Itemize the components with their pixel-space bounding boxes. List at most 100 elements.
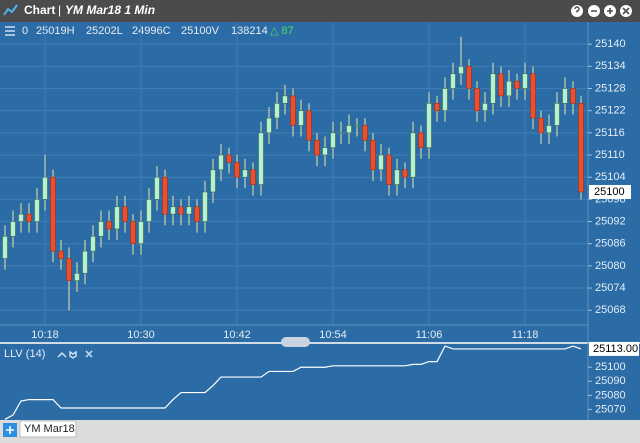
y-tick-label: 25070 xyxy=(595,403,626,415)
candle-body xyxy=(322,147,328,156)
app-icon xyxy=(3,4,18,16)
quote-item: 0 xyxy=(22,25,28,37)
candle-body xyxy=(426,102,432,148)
candle-body xyxy=(186,206,192,215)
candle-body xyxy=(210,169,216,193)
candle-body xyxy=(74,272,80,281)
last-value-box xyxy=(589,341,639,356)
candle-body xyxy=(66,258,72,281)
y-tick-label: 25116 xyxy=(595,127,625,139)
indicator-controls[interactable] xyxy=(57,350,93,359)
candle-body xyxy=(402,169,408,178)
candle-body xyxy=(258,132,264,185)
title-separator: | xyxy=(58,3,61,17)
y-tick-label: 25080 xyxy=(595,260,626,272)
candle-body xyxy=(2,236,8,259)
y-tick-label: 25110 xyxy=(595,149,625,161)
candle-body xyxy=(434,102,440,111)
window-title: Chart xyxy=(24,3,55,17)
candle-body xyxy=(338,132,344,135)
y-tick-label: 25128 xyxy=(595,82,626,94)
symbol-tab-label: YM Mar18 xyxy=(24,423,75,435)
quote-bar: 0 25019H 25202L 24996C 25100V 138214 △ 87 xyxy=(22,25,294,37)
candle-body xyxy=(386,154,392,185)
candle-body xyxy=(202,191,208,222)
last-price-label: 25100 xyxy=(594,186,625,198)
title-bar xyxy=(0,0,640,22)
y-tick-label: 25140 xyxy=(595,38,626,50)
scroll-handle[interactable] xyxy=(281,337,310,347)
window-buttons xyxy=(571,5,632,17)
candle-body xyxy=(490,73,496,104)
candle-body xyxy=(82,250,88,274)
quote-item: 25100V xyxy=(181,25,220,37)
candle-body xyxy=(234,162,240,178)
panel-divider xyxy=(0,342,640,344)
candle-body xyxy=(218,154,224,171)
candle-body xyxy=(506,80,512,97)
candle-body xyxy=(98,221,104,237)
candle-body xyxy=(442,88,448,111)
candle-body xyxy=(546,125,552,134)
y-tick-label: 25092 xyxy=(595,215,626,227)
candle-body xyxy=(570,88,576,104)
candle-body xyxy=(306,110,312,141)
candle-body xyxy=(26,213,32,222)
candle-body xyxy=(514,80,520,89)
footer-bar xyxy=(0,420,640,443)
menu-icon[interactable] xyxy=(5,26,15,36)
candle-body xyxy=(482,102,488,111)
candle-body xyxy=(498,73,504,97)
indicator-panel xyxy=(0,344,640,420)
y-tick-label: 25090 xyxy=(595,375,626,387)
symbol-tab[interactable] xyxy=(19,420,77,438)
candle-body xyxy=(346,125,352,134)
candle-body xyxy=(362,125,368,141)
candle-body xyxy=(178,206,184,215)
x-tick-label: 11:18 xyxy=(512,329,539,341)
candle-body xyxy=(450,73,456,89)
candle-body xyxy=(282,95,288,104)
candle-body xyxy=(226,154,232,163)
x-tick-label: 10:30 xyxy=(127,329,155,341)
y-tick-label: 25134 xyxy=(595,60,626,72)
candle-body xyxy=(10,221,16,237)
window-subtitle: YM Mar18 1 Min xyxy=(65,3,155,17)
quote-change: △ 87 xyxy=(270,25,294,37)
candle-body xyxy=(298,110,304,126)
candle-body xyxy=(122,206,128,222)
candle-body xyxy=(370,139,376,171)
candle-body xyxy=(170,206,176,215)
y-tick-label: 25080 xyxy=(595,389,626,401)
last-price-box xyxy=(589,184,631,199)
candle-body xyxy=(194,206,200,222)
candle-body xyxy=(50,176,56,252)
price-panel xyxy=(0,22,640,342)
candle-body xyxy=(146,199,152,222)
candle-body xyxy=(330,132,336,148)
candle-body xyxy=(290,95,296,126)
quote-item: 25019H xyxy=(36,25,75,37)
y-tick-label: 25068 xyxy=(595,304,626,316)
candle-body xyxy=(250,169,256,185)
candle-body xyxy=(106,221,112,230)
quote-item: 25202L xyxy=(86,25,123,37)
candle-body xyxy=(130,221,136,245)
candle-body xyxy=(34,199,40,222)
candle-body xyxy=(18,213,24,222)
last-value-label: 25113.00 xyxy=(593,343,638,355)
candle-body xyxy=(522,73,528,89)
candle-body xyxy=(474,88,480,111)
candle-body xyxy=(154,176,160,200)
candle-body xyxy=(538,117,544,134)
candle-body xyxy=(562,88,568,104)
candle-body xyxy=(394,169,400,185)
candle-body xyxy=(554,102,560,126)
candle-body xyxy=(354,125,360,127)
candle-body xyxy=(466,66,472,89)
y-tick-label: 25086 xyxy=(595,238,626,250)
candle-body xyxy=(314,139,320,156)
candle-body xyxy=(530,73,536,119)
candle-body xyxy=(162,176,168,215)
